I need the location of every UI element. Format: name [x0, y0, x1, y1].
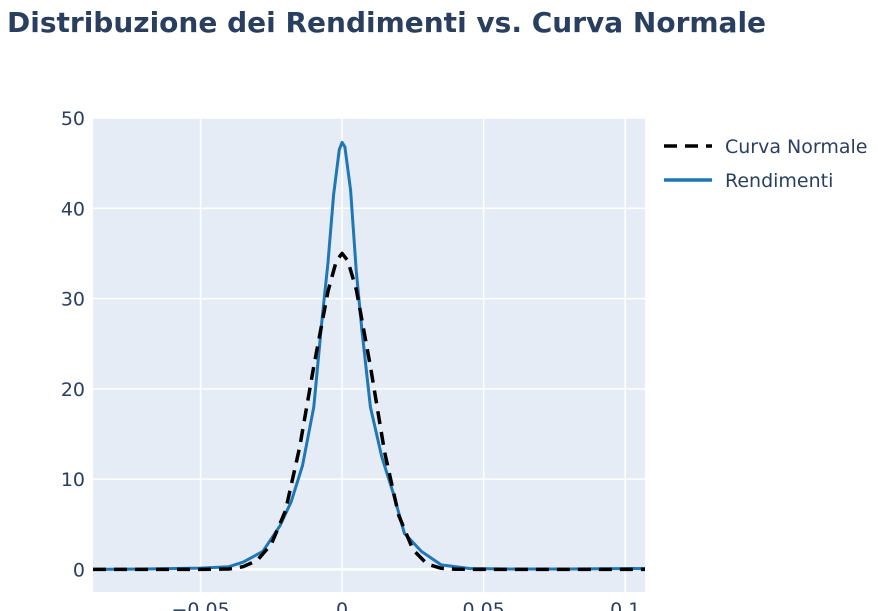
y-tick-label: 50	[61, 108, 85, 130]
y-tick-label: 0	[73, 559, 85, 581]
legend: Curva Normale Rendimenti	[664, 136, 867, 192]
legend-label: Rendimenti	[725, 170, 833, 192]
legend-label: Curva Normale	[725, 136, 867, 158]
series-line-rendimenti	[92, 140, 646, 571]
x-tick-label: 0	[336, 599, 348, 611]
series-layer	[92, 140, 646, 572]
x-tick-label: 0.1	[610, 599, 640, 611]
y-tick-label: 30	[61, 289, 85, 311]
y-tick-label: 40	[61, 198, 85, 220]
x-axis-ticks: −0.05 0 0.05 0.1	[171, 599, 640, 611]
chart-title: Distribuzione dei Rendimenti vs. Curva N…	[7, 6, 766, 39]
y-axis-ticks: 0 10 20 30 40 50	[61, 108, 85, 581]
x-tick-label: 0.05	[462, 599, 504, 611]
y-tick-label: 20	[61, 379, 85, 401]
series-line-curva-normale	[93, 251, 645, 572]
x-tick-label: −0.05	[171, 599, 229, 611]
y-tick-label: 10	[61, 469, 85, 491]
